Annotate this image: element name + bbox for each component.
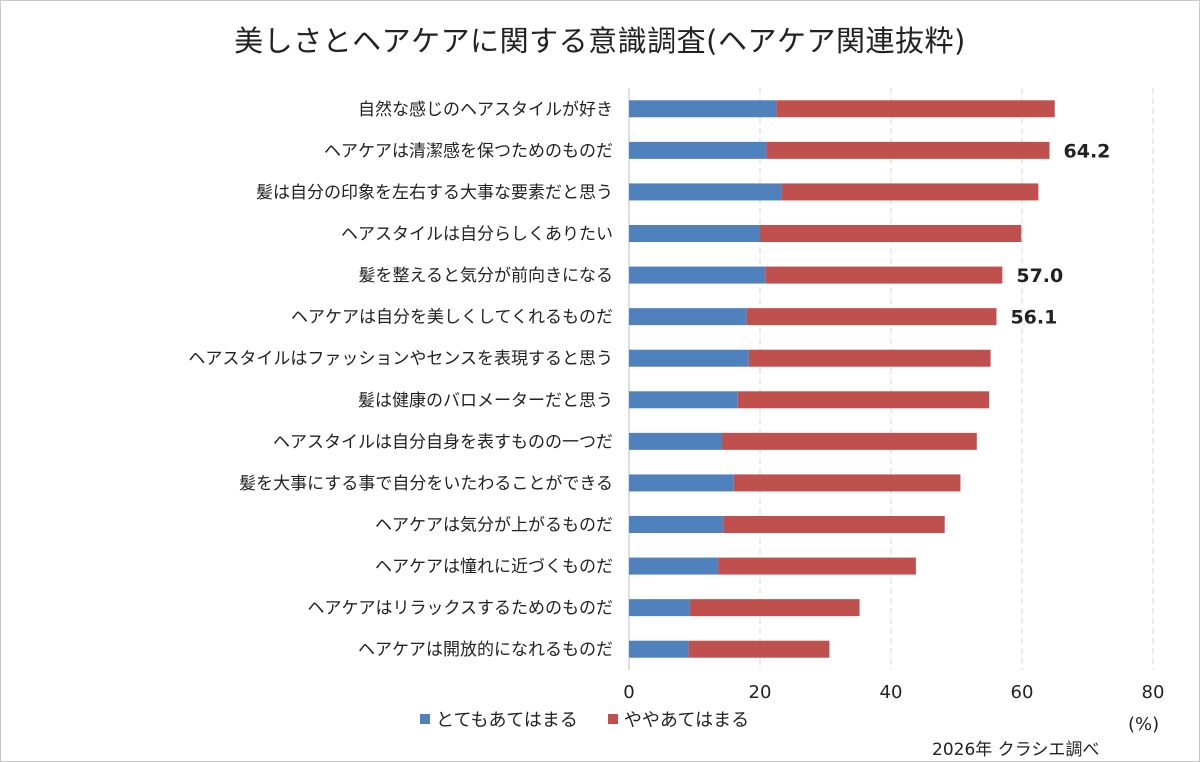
category-label: ヘアスタイルはファッションやセンスを表現すると思う: [188, 349, 613, 369]
bar-segment-series2: [737, 391, 990, 409]
legend-label-series1: とてもあてはまる: [436, 710, 578, 731]
bar-segment-series1: [629, 640, 689, 658]
category-label: 髪を整えると気分が前向きになる: [359, 266, 614, 286]
bar-segment-series2: [776, 100, 1055, 118]
category-label: 髪は自分の印象を左右する大事な要素だと思う: [256, 183, 613, 203]
category-label: ヘアスタイルは自分らしくありたい: [341, 225, 613, 245]
data-label: 56.1: [1010, 307, 1057, 329]
x-tick-label: 40: [880, 682, 903, 703]
bar-segment-series1: [629, 308, 747, 326]
category-label: 髪を大事にする事で自分をいたわることができる: [239, 474, 613, 494]
bar-segment-series1: [629, 474, 734, 492]
chart-title: 美しさとヘアケアに関する意識調査(ヘアケア関連抜粋): [234, 24, 966, 58]
x-tick-label: 0: [623, 682, 634, 703]
bar-segment-series2: [760, 225, 1022, 242]
bar-segment-series1: [629, 599, 690, 617]
x-tick-label: 60: [1011, 682, 1034, 703]
bar-segment-series2: [718, 557, 916, 575]
category-label: ヘアケアは開放的になれるものだ: [358, 640, 613, 660]
source-note: 2026年 クラシエ調べ: [932, 740, 1100, 760]
bar-segment-series2: [781, 183, 1039, 201]
legend: とてもあてはまる ややあてはまる: [420, 706, 779, 732]
bar-segment-series2: [765, 266, 1003, 284]
unit-label: (%): [1128, 714, 1160, 735]
bar-segment-series2: [746, 308, 997, 326]
legend-item-series2: ややあてはまる: [607, 706, 750, 732]
bar-segment-series2: [748, 349, 991, 367]
bar-segment-series2: [689, 599, 860, 617]
bar-segment-series1: [629, 100, 777, 118]
bar-segment-series1: [629, 266, 766, 284]
category-label: ヘアスタイルは自分自身を表すものの一つだ: [273, 432, 613, 452]
bar-segment-series1: [629, 557, 719, 575]
category-label: ヘアケアは自分を美しくしてくれるものだ: [291, 308, 613, 328]
bar-segment-series1: [629, 516, 724, 533]
category-label: 髪は健康のバロメーターだと思う: [358, 391, 613, 411]
bar-segment-series2: [688, 640, 830, 658]
bar-segment-series1: [629, 349, 749, 367]
legend-swatch-series2: [607, 714, 618, 724]
data-label: 64.2: [1064, 140, 1111, 162]
x-tick-label: 80: [1142, 682, 1165, 703]
legend-label-series2: ややあてはまる: [623, 710, 750, 731]
bar-segment-series2: [722, 432, 977, 450]
bar-segment-series2: [733, 474, 961, 492]
category-label: 自然な感じのヘアスタイルが好き: [358, 100, 613, 120]
legend-item-series1: とてもあてはまる: [420, 706, 578, 732]
bar-segment-series1: [629, 432, 723, 450]
bar-segment-series1: [629, 225, 760, 242]
category-label: ヘアケアは憧れに近づくものだ: [375, 557, 613, 577]
bar-segment-series2: [723, 516, 945, 533]
x-tick-label: 20: [749, 682, 772, 703]
bar-segment-series1: [629, 391, 738, 409]
category-label: ヘアケアはリラックスするためのものだ: [308, 599, 614, 619]
bar-segment-series1: [629, 141, 767, 159]
bar-segment-series1: [629, 183, 782, 201]
legend-swatch-series1: [420, 714, 430, 724]
bar-segment-series2: [766, 141, 1050, 159]
data-label: 57.0: [1016, 265, 1063, 287]
category-label: ヘアケアは清潔感を保つためのものだ: [324, 141, 613, 161]
category-label: ヘアケアは気分が上がるものだ: [375, 516, 613, 536]
